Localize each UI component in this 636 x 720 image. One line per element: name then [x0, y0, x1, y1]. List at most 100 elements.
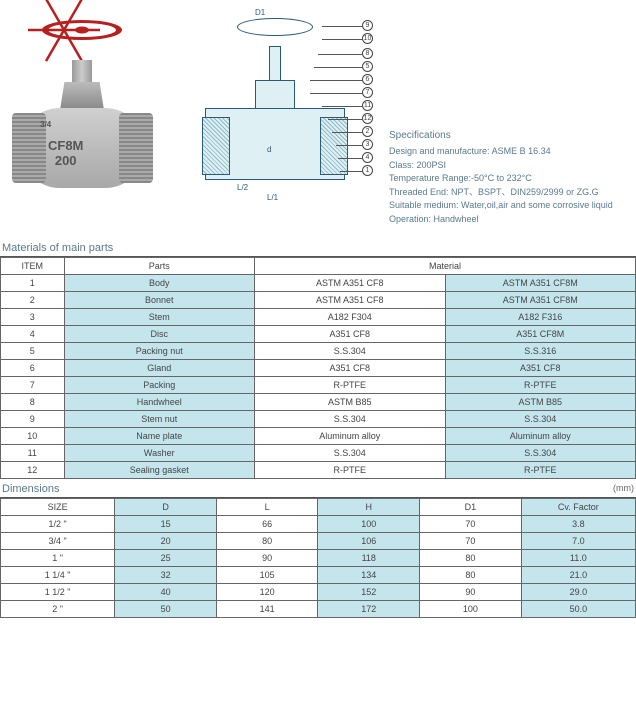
cell-size: 2 "	[1, 601, 115, 618]
table-row: 4DiscA351 CF8A351 CF8M	[1, 326, 636, 343]
col-item: ITEM	[1, 258, 65, 275]
callout-11: 11	[362, 100, 373, 111]
cell-material-2: R-PTFE	[445, 462, 636, 479]
cell-part: Handwheel	[64, 394, 255, 411]
cell-material-2: ASTM A351 CF8M	[445, 292, 636, 309]
col-l: L	[216, 499, 318, 516]
materials-title: Materials of main parts	[0, 238, 636, 257]
cell-h: 152	[318, 584, 420, 601]
table-row: 6GlandA351 CF8A351 CF8	[1, 360, 636, 377]
cell-d: 20	[115, 533, 217, 550]
table-row: 2BonnetASTM A351 CF8ASTM A351 CF8M	[1, 292, 636, 309]
cell-l: 120	[216, 584, 318, 601]
cell-part: Disc	[64, 326, 255, 343]
cell-h: 134	[318, 567, 420, 584]
dim-l1: L/1	[267, 193, 278, 202]
specs-title: Specifications	[389, 128, 636, 143]
col-cv: Cv. Factor	[521, 499, 635, 516]
table-row: 11WasherS.S.304S.S.304	[1, 445, 636, 462]
cell-item: 9	[1, 411, 65, 428]
cell-d1: 70	[420, 516, 522, 533]
cell-material-1: Aluminum alloy	[255, 428, 446, 445]
table-row: 3StemA182 F304A182 F316	[1, 309, 636, 326]
cell-material-1: A351 CF8	[255, 326, 446, 343]
cell-material-1: S.S.304	[255, 411, 446, 428]
size-mark: 3/4	[28, 121, 63, 130]
cell-item: 1	[1, 275, 65, 292]
cell-material-1: S.S.304	[255, 445, 446, 462]
table-row: 1 "25901188011.0	[1, 550, 636, 567]
cell-cv: 29.0	[521, 584, 635, 601]
spec-line: Temperature Range:-50°C to 232°C	[389, 172, 636, 186]
cell-material-2: S.S.304	[445, 411, 636, 428]
cell-item: 8	[1, 394, 65, 411]
cell-d: 15	[115, 516, 217, 533]
table-row: 12Sealing gasketR-PTFER-PTFE	[1, 462, 636, 479]
table-row: 5Packing nutS.S.304S.S.316	[1, 343, 636, 360]
body-marking-1: CF8M	[48, 139, 83, 153]
cell-part: Washer	[64, 445, 255, 462]
cell-material-1: A351 CF8	[255, 360, 446, 377]
cell-material-1: R-PTFE	[255, 377, 446, 394]
table-row: 2 "5014117210050.0	[1, 601, 636, 618]
cell-material-2: ASTM B85	[445, 394, 636, 411]
spec-line: Design and manufacture: ASME B 16.34	[389, 145, 636, 159]
table-row: 10Name plateAluminum alloyAluminum alloy	[1, 428, 636, 445]
valve-bonnet-icon	[60, 82, 104, 110]
cell-d: 32	[115, 567, 217, 584]
technical-diagram: D1 d L/2 L/1 9 10 8 5 6 7 11 12 2 3 4 1	[177, 8, 377, 198]
cell-item: 11	[1, 445, 65, 462]
cell-part: Bonnet	[64, 292, 255, 309]
callout-3: 3	[362, 139, 373, 150]
cell-item: 10	[1, 428, 65, 445]
cell-part: Body	[64, 275, 255, 292]
cell-d1: 100	[420, 601, 522, 618]
table-row: 3/4 "2080106707.0	[1, 533, 636, 550]
cell-h: 172	[318, 601, 420, 618]
cell-material-1: S.S.304	[255, 343, 446, 360]
dimensions-title: Dimensions (mm)	[0, 479, 636, 498]
dim-lhalf: L/2	[237, 183, 248, 192]
cell-part: Packing nut	[64, 343, 255, 360]
cell-l: 141	[216, 601, 318, 618]
cell-item: 4	[1, 326, 65, 343]
specifications-block: Specifications Design and manufacture: A…	[389, 8, 636, 226]
col-h: H	[318, 499, 420, 516]
table-row: 8HandwheelASTM B85ASTM B85	[1, 394, 636, 411]
cell-item: 12	[1, 462, 65, 479]
callout-1: 1	[362, 165, 373, 176]
table-row: 1BodyASTM A351 CF8ASTM A351 CF8M	[1, 275, 636, 292]
callout-7: 7	[362, 87, 373, 98]
callout-8: 8	[362, 48, 373, 59]
cell-item: 3	[1, 309, 65, 326]
cell-l: 90	[216, 550, 318, 567]
dimensions-unit: (mm)	[613, 483, 634, 493]
cell-d: 25	[115, 550, 217, 567]
cell-cv: 21.0	[521, 567, 635, 584]
cell-size: 1 "	[1, 550, 115, 567]
cell-size: 1 1/2 "	[1, 584, 115, 601]
materials-table: ITEM Parts Material 1BodyASTM A351 CF8AS…	[0, 257, 636, 479]
cell-part: Packing	[64, 377, 255, 394]
cell-d1: 70	[420, 533, 522, 550]
cell-d: 50	[115, 601, 217, 618]
cell-h: 106	[318, 533, 420, 550]
cell-material-2: S.S.316	[445, 343, 636, 360]
col-material: Material	[255, 258, 636, 275]
cell-h: 118	[318, 550, 420, 567]
body-marking-2: 200	[48, 154, 83, 168]
cell-d1: 80	[420, 567, 522, 584]
dim-d: d	[267, 145, 271, 154]
callout-5: 5	[362, 61, 373, 72]
cell-material-1: ASTM A351 CF8	[255, 292, 446, 309]
cell-material-1: ASTM B85	[255, 394, 446, 411]
cell-item: 7	[1, 377, 65, 394]
cell-part: Gland	[64, 360, 255, 377]
spec-line: Class: 200PSI	[389, 159, 636, 173]
cell-material-2: A351 CF8	[445, 360, 636, 377]
cell-part: Stem nut	[64, 411, 255, 428]
spec-line: Suitable medium: Water,oil,air and some …	[389, 199, 636, 213]
table-row: 7PackingR-PTFER-PTFE	[1, 377, 636, 394]
dimensions-table: SIZE D L H D1 Cv. Factor 1/2 "1566100703…	[0, 498, 636, 618]
cell-material-1: A182 F304	[255, 309, 446, 326]
